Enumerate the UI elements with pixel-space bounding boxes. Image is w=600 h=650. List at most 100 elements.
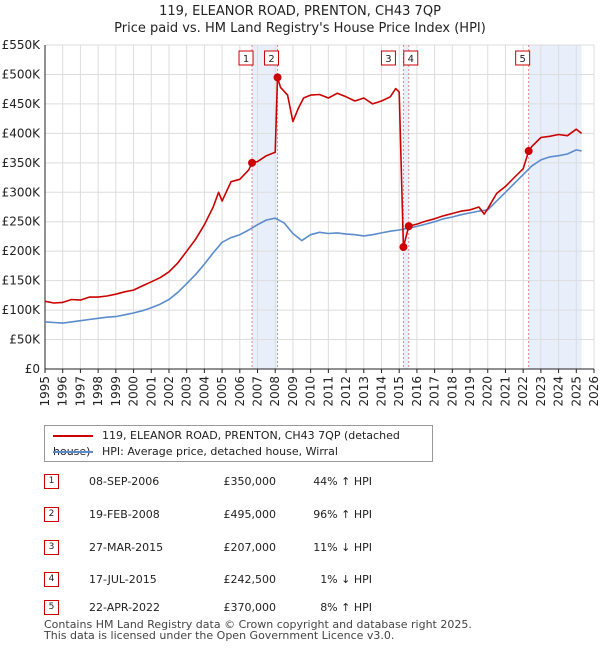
x-tick-label: 1995 <box>38 376 52 407</box>
sale-label-box <box>238 50 254 66</box>
y-tick-label: £50K <box>9 333 41 347</box>
sale-period-shade <box>403 45 409 369</box>
y-tick-label: £100K <box>2 303 42 317</box>
plot-area <box>45 45 594 369</box>
sale-period-shade <box>252 45 278 369</box>
y-tick-label: £200K <box>2 244 42 258</box>
x-tick-label: 2018 <box>445 376 459 407</box>
x-tick-label: 2024 <box>552 376 566 407</box>
property-price-line <box>44 76 583 304</box>
sale-label-number: 4 <box>408 54 414 65</box>
x-tick-label: 2007 <box>251 376 265 407</box>
sale-number-badge: 4 <box>44 572 59 587</box>
sale-date: 27-MAR-2015 <box>89 541 164 554</box>
x-tick-label: 1997 <box>73 376 87 407</box>
sale-price: £242,500 <box>223 573 277 586</box>
x-tick-label: 2021 <box>498 376 512 407</box>
x-tick-label: 2004 <box>197 376 211 407</box>
sale-price: £207,000 <box>223 541 277 554</box>
sale-label-number: 3 <box>385 54 391 65</box>
sale-point <box>273 73 282 82</box>
x-tick-label: 2003 <box>180 376 194 407</box>
chart-legend: 119, ELEANOR ROAD, PRENTON, CH43 7QP (de… <box>44 425 433 462</box>
x-tick-label: 2012 <box>339 376 353 407</box>
sale-period-shade <box>528 45 582 369</box>
x-tick-label: 2008 <box>268 376 282 407</box>
y-tick-label: £250K <box>2 215 42 229</box>
x-tick-label: 2002 <box>162 376 176 407</box>
chart-title-block: 119, ELEANOR ROAD, PRENTON, CH43 7QP Pri… <box>0 3 600 37</box>
legend-swatch-property <box>53 435 93 437</box>
price-chart: £0 £50K £100K £150K £200K £250K £300K £350K £400… <box>2 38 600 407</box>
x-tick-label: 2015 <box>392 376 406 407</box>
sale-price: £350,000 <box>223 475 277 488</box>
sale-hpi-change: 44% ↑ HPI <box>313 475 372 488</box>
sale-row: 3 27-MAR-2015 £207,000 11% ↓ HPI <box>40 538 460 558</box>
sale-number-badge: 5 <box>44 600 59 615</box>
x-tick-label: 2023 <box>534 376 548 407</box>
sale-point <box>404 222 413 231</box>
sale-label-box <box>380 50 396 66</box>
y-tick-label: £450K <box>2 97 42 111</box>
x-tick-label: 2009 <box>286 376 300 407</box>
sale-date: 17-JUL-2015 <box>89 573 157 586</box>
sale-date: 22-APR-2022 <box>89 601 161 614</box>
footer-copyright: Contains HM Land Registry data © Crown c… <box>44 618 472 631</box>
x-tick-label: 2026 <box>587 376 600 407</box>
x-tick-label: 2017 <box>428 376 442 407</box>
sale-hpi-change: 96% ↑ HPI <box>313 508 372 521</box>
legend-swatch-hpi <box>53 451 93 453</box>
sale-number-badge: 1 <box>44 474 59 489</box>
x-tick-label: 2014 <box>374 376 388 407</box>
x-tick-label: 1996 <box>56 376 70 407</box>
x-tick-label: 2022 <box>516 376 530 407</box>
sale-label-number: 1 <box>243 54 249 65</box>
sale-number-badge: 2 <box>44 507 59 522</box>
x-tick-label: 2016 <box>410 376 424 407</box>
sale-label-box <box>515 50 531 66</box>
sale-label-box <box>403 50 419 66</box>
sale-price: £370,000 <box>223 601 277 614</box>
x-tick-label: 2011 <box>321 376 335 407</box>
sale-row: 5 22-APR-2022 £370,000 8% ↑ HPI <box>40 598 460 618</box>
y-tick-label: £300K <box>2 185 42 199</box>
sale-label-number: 5 <box>519 54 525 65</box>
hpi-line <box>44 149 582 324</box>
x-tick-label: 2020 <box>481 376 495 407</box>
sale-label-box <box>264 50 280 66</box>
y-tick-label: £150K <box>2 274 42 288</box>
sale-number-badge: 3 <box>44 540 59 555</box>
chart-title: 119, ELEANOR ROAD, PRENTON, CH43 7QP <box>159 4 441 19</box>
y-tick-label: £350K <box>2 156 42 170</box>
y-tick-label: £500K <box>2 67 42 81</box>
x-tick-label: 2001 <box>144 376 158 407</box>
x-tick-label: 2005 <box>215 376 229 407</box>
chart-subtitle: Price paid vs. HM Land Registry's House … <box>114 21 486 36</box>
sale-date: 19-FEB-2008 <box>89 508 160 521</box>
sale-price: £495,000 <box>223 508 277 521</box>
sale-row: 2 19-FEB-2008 £495,000 96% ↑ HPI <box>40 505 460 525</box>
sale-row: 1 08-SEP-2006 £350,000 44% ↑ HPI <box>40 472 460 492</box>
y-tick-label: £400K <box>2 126 42 140</box>
y-tick-label: £550K <box>2 38 42 52</box>
x-tick-label: 1999 <box>109 376 123 407</box>
footer: Contains HM Land Registry data © Crown c… <box>44 619 472 641</box>
x-tick-label: 2010 <box>304 376 318 407</box>
sale-hpi-change: 11% ↓ HPI <box>313 541 372 554</box>
sale-point <box>524 147 533 156</box>
sale-label-number: 2 <box>268 54 274 65</box>
sale-point <box>248 158 257 167</box>
x-tick-label: 1998 <box>91 376 105 407</box>
x-tick-label: 2013 <box>357 376 371 407</box>
y-tick-label: £0 <box>25 362 40 376</box>
legend-item-hpi: HPI: Average price, detached house, Wirr… <box>53 444 338 460</box>
x-tick-label: 2025 <box>569 376 583 407</box>
sale-row: 4 17-JUL-2015 £242,500 1% ↓ HPI <box>40 570 460 590</box>
legend-item-property: 119, ELEANOR ROAD, PRENTON, CH43 7QP (de… <box>53 428 432 458</box>
sale-date: 08-SEP-2006 <box>89 475 160 488</box>
x-tick-label: 2006 <box>233 376 247 407</box>
footer-license: This data is licensed under the Open Gov… <box>44 629 395 642</box>
sale-point <box>399 243 408 252</box>
legend-label-hpi: HPI: Average price, detached house, Wirr… <box>102 445 338 458</box>
x-tick-label: 2019 <box>463 376 477 407</box>
